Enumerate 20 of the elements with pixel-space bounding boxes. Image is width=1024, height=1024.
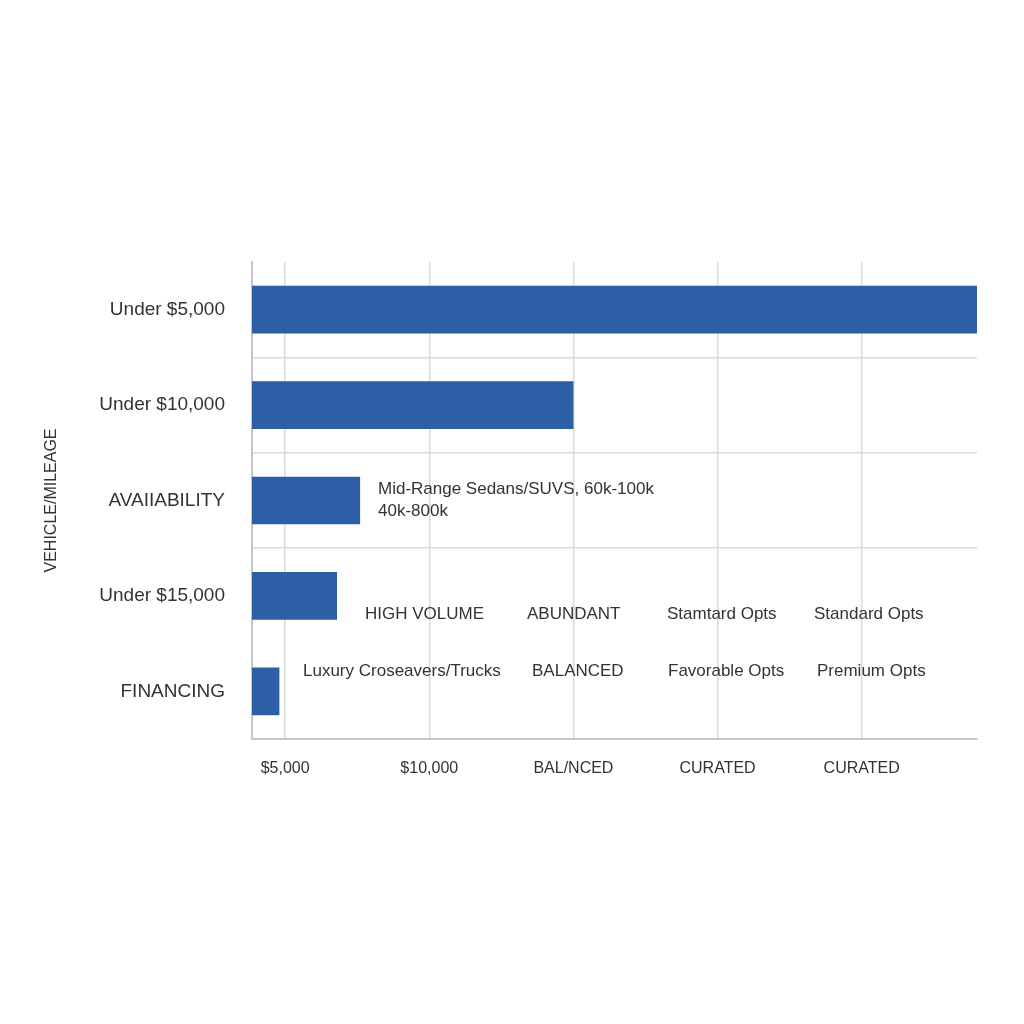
annotation: Premium Opts [817,660,926,680]
annotation: ABUNDANT [527,603,621,623]
x-tick-label: $5,000 [260,759,310,777]
y-tick-label: Under $10,000 [99,393,225,415]
x-tick-label: BAL/NCED [533,759,614,777]
annotation: HIGH VOLUME [365,603,485,623]
annotation: Mid-Range Sedans/SUVS, 60k-100k 40k-800k [378,478,655,520]
annotation: BALANCED [532,660,624,680]
y-axis-title: VEHICLE/MILEAGE [42,428,60,573]
x-tick-label: CURATED [823,759,900,777]
annotation: Stamtard Opts [667,603,777,623]
x-tick-label: CURATED [679,759,756,777]
x-tick-label: $10,000 [400,759,459,777]
y-tick-label: Under $15,000 [99,584,225,606]
annotation: Favorable Opts [668,660,785,680]
y-tick-label: FINANCING [120,679,225,701]
annotation: Standard Opts [814,603,924,623]
y-tick-label: Under $5,000 [109,297,225,319]
annotation: Luxury Croseavers/Trucks [303,660,501,680]
y-tick-label: AVAIIABILITY [108,488,226,510]
